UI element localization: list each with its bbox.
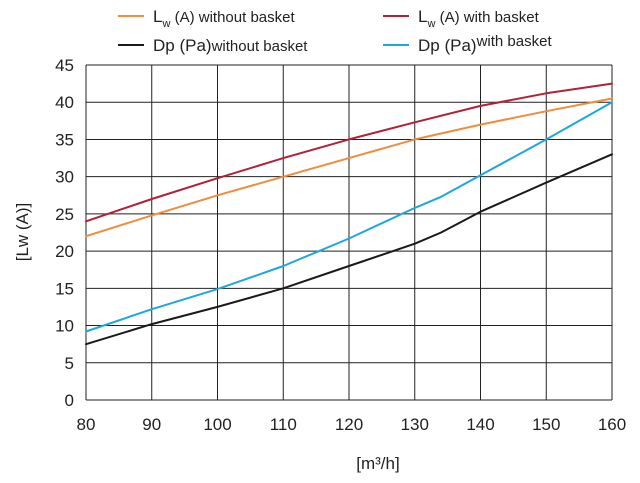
series-line-1 bbox=[85, 97, 613, 238]
x-tick-label: 110 bbox=[270, 415, 297, 434]
legend-label: Lw (A) with basket bbox=[418, 7, 540, 30]
tick-labels: 80 90 100 110 120 130 140 150 160 0 5 10 15 20 25 30 35 4… bbox=[55, 56, 626, 434]
series-line-3 bbox=[85, 153, 613, 346]
x-tick-label: 160 bbox=[598, 415, 626, 434]
y-tick-label: 45 bbox=[55, 56, 74, 75]
y-tick-label: 35 bbox=[55, 130, 74, 149]
y-axis-label: [Lw (A)] bbox=[13, 203, 32, 262]
y-tick-label: 40 bbox=[55, 93, 74, 112]
legend-item-4: Dp (Pa)with basket bbox=[383, 33, 552, 55]
x-tick-label: 100 bbox=[203, 415, 231, 434]
legend-label: Dp (Pa)without basket bbox=[153, 36, 308, 55]
y-tick-label: 15 bbox=[55, 279, 74, 298]
legend-label: Dp (Pa)with basket bbox=[418, 33, 552, 55]
legend-label: Lw (A) without basket bbox=[153, 7, 295, 30]
x-tick-label: 140 bbox=[466, 415, 494, 434]
grid bbox=[85, 64, 613, 401]
y-tick-label: 25 bbox=[55, 205, 74, 224]
legend-item-1: Lw (A) without basket bbox=[118, 7, 295, 30]
y-tick-label: 5 bbox=[65, 354, 74, 373]
legend-item-2: Lw (A) with basket bbox=[383, 7, 540, 30]
x-axis-label: [m³/h] bbox=[356, 454, 399, 473]
legend-item-3: Dp (Pa)without basket bbox=[118, 36, 308, 55]
x-tick-label: 80 bbox=[77, 415, 96, 434]
series-line-2 bbox=[85, 82, 613, 223]
y-tick-label: 20 bbox=[55, 242, 74, 261]
y-tick-label: 0 bbox=[65, 391, 74, 410]
series-line-4 bbox=[85, 101, 613, 333]
y-tick-label: 30 bbox=[55, 168, 74, 187]
legend: Lw (A) without basket Lw (A) with basket D… bbox=[118, 7, 552, 55]
x-tick-label: 90 bbox=[142, 415, 161, 434]
y-tick-label: 10 bbox=[55, 317, 74, 336]
x-tick-label: 150 bbox=[532, 415, 560, 434]
x-tick-label: 120 bbox=[335, 415, 363, 434]
series-lines bbox=[85, 82, 613, 346]
x-tick-label: 130 bbox=[401, 415, 429, 434]
